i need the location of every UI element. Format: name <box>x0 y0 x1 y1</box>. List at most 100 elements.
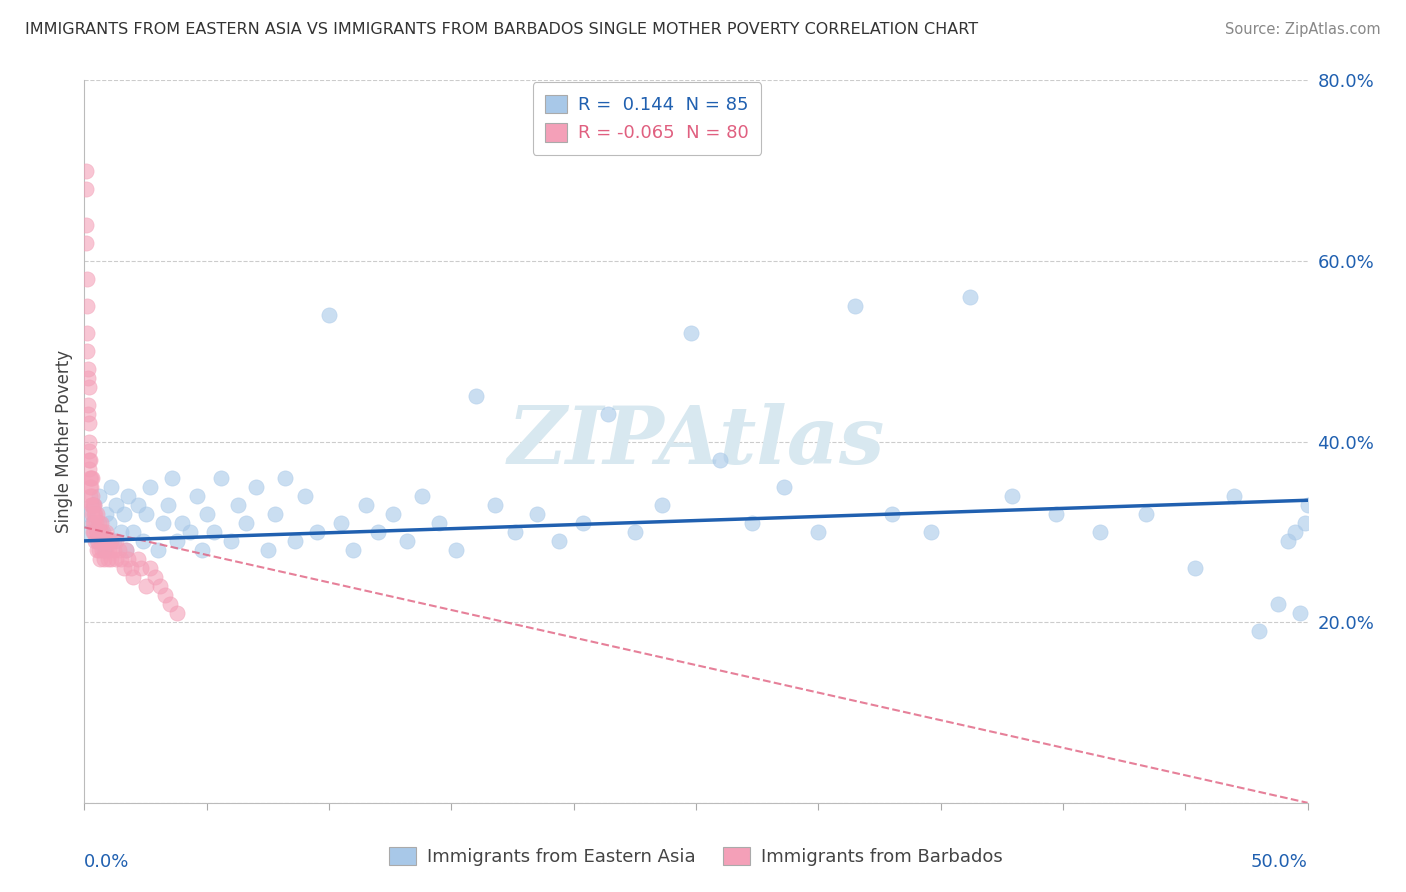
Point <box>75 182 97 196</box>
Point <box>76 362 98 376</box>
Point <box>77 417 100 431</box>
Point <box>76 507 98 521</box>
Point <box>920 524 942 539</box>
Point <box>83 524 105 539</box>
Point <box>115 542 138 557</box>
Point <box>162 471 184 485</box>
Point <box>444 542 467 557</box>
Point <box>880 507 903 521</box>
Point <box>245 480 267 494</box>
Point <box>651 498 673 512</box>
Point <box>624 524 647 539</box>
Point <box>79 452 101 467</box>
Point <box>77 524 100 539</box>
Point <box>159 597 181 611</box>
Point <box>139 561 162 575</box>
Point <box>117 489 139 503</box>
Point <box>1184 561 1206 575</box>
Point <box>1277 533 1299 548</box>
Point <box>80 480 103 494</box>
Point <box>143 570 166 584</box>
Point <box>83 498 105 512</box>
Point <box>79 489 101 503</box>
Point <box>80 498 103 512</box>
Point <box>127 552 149 566</box>
Point <box>1223 489 1246 503</box>
Point <box>195 507 218 521</box>
Point <box>75 235 97 250</box>
Point <box>179 524 201 539</box>
Point <box>82 498 104 512</box>
Point <box>548 533 571 548</box>
Point <box>76 371 98 385</box>
Point <box>80 489 103 503</box>
Point <box>77 398 100 412</box>
Point <box>132 533 155 548</box>
Point <box>202 524 225 539</box>
Point <box>209 471 232 485</box>
Point <box>807 524 830 539</box>
Point <box>153 588 176 602</box>
Y-axis label: Single Mother Poverty: Single Mother Poverty <box>55 350 73 533</box>
Point <box>76 272 98 286</box>
Point <box>172 516 194 530</box>
Point <box>107 542 129 557</box>
Point <box>122 524 145 539</box>
Point <box>105 498 128 512</box>
Point <box>354 498 377 512</box>
Point <box>82 498 104 512</box>
Point <box>90 524 112 539</box>
Point <box>166 533 188 548</box>
Point <box>156 498 179 512</box>
Point <box>80 471 103 485</box>
Point <box>1296 498 1319 512</box>
Point <box>105 552 128 566</box>
Point <box>80 516 103 530</box>
Point <box>83 498 105 512</box>
Point <box>959 290 981 304</box>
Point <box>87 516 110 530</box>
Point <box>1045 507 1067 521</box>
Point <box>1284 524 1306 539</box>
Point <box>235 516 257 530</box>
Point <box>77 434 100 449</box>
Point <box>91 524 114 539</box>
Point <box>77 452 100 467</box>
Point <box>135 579 157 593</box>
Point <box>191 542 214 557</box>
Point <box>76 344 98 359</box>
Point <box>100 480 122 494</box>
Point <box>152 516 174 530</box>
Point <box>572 516 595 530</box>
Point <box>105 533 128 548</box>
Text: Source: ZipAtlas.com: Source: ZipAtlas.com <box>1225 22 1381 37</box>
Point <box>86 524 108 539</box>
Point <box>274 471 297 485</box>
Point <box>681 326 703 340</box>
Point <box>596 408 619 422</box>
Point <box>93 542 115 557</box>
Point <box>97 542 120 557</box>
Point <box>1000 489 1022 503</box>
Point <box>129 561 152 575</box>
Point <box>84 516 107 530</box>
Point <box>82 524 104 539</box>
Point <box>76 326 98 340</box>
Point <box>83 516 105 530</box>
Point <box>75 163 97 178</box>
Point <box>484 498 506 512</box>
Point <box>115 542 138 557</box>
Point <box>100 552 122 566</box>
Point <box>166 606 188 620</box>
Point <box>110 524 132 539</box>
Point <box>139 480 162 494</box>
Point <box>86 533 108 548</box>
Point <box>96 507 118 521</box>
Point <box>82 516 104 530</box>
Point <box>86 542 108 557</box>
Point <box>77 408 100 422</box>
Point <box>93 533 115 548</box>
Point <box>526 507 548 521</box>
Point <box>122 570 145 584</box>
Point <box>127 498 149 512</box>
